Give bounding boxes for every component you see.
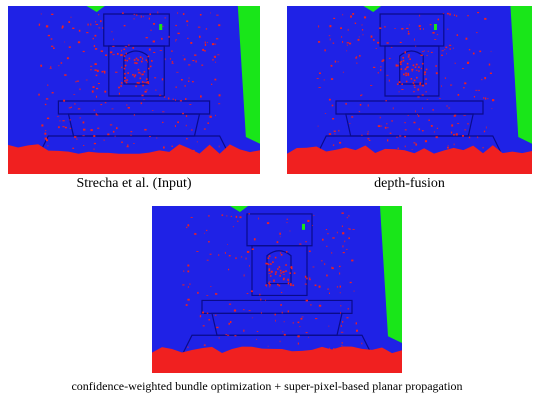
panel-strecha-input (8, 6, 260, 174)
caption-bundle-optimization: confidence-weighted bundle optimization … (71, 379, 463, 393)
caption-depth-fusion: depth-fusion (374, 176, 445, 191)
panel-depth-fusion (287, 6, 532, 174)
caption-strecha-input: Strecha et al. (Input) (76, 176, 192, 191)
panel-bundle-optimization (152, 206, 402, 373)
